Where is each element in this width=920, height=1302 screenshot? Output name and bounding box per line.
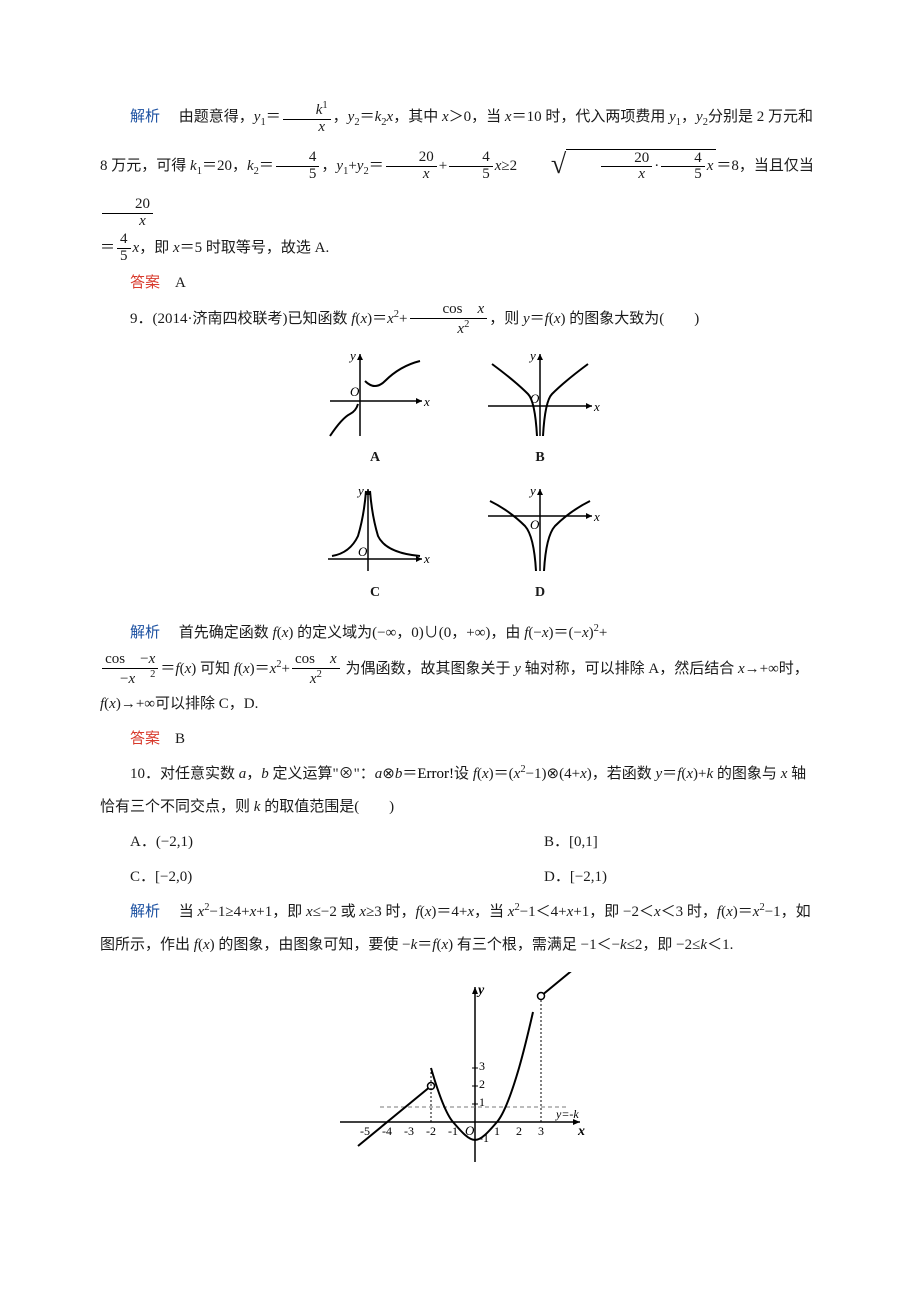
answer-label: 答案 [130,731,160,747]
svg-text:y=-k: y=-k [555,1107,579,1121]
q10-opt-B: B．[0,1] [544,826,820,859]
svg-text:-3: -3 [404,1124,414,1138]
svg-text:x: x [593,509,600,524]
svg-text:-2: -2 [426,1124,436,1138]
q9-answer: 答案 B [100,723,820,756]
q10-opt-A: A．(−2,1) [130,826,544,859]
svg-text:y: y [528,348,536,363]
svg-text:3: 3 [538,1124,544,1138]
analysis-label: 解析 [130,904,160,920]
svg-text:x: x [423,394,430,409]
q9-fig-B: x y O B [480,346,600,474]
q10-figure: y x O -5 -4 -3 -2 -1 1 2 3 1 2 3 -1 y=-k [100,972,820,1172]
q9-stem: 9．(2014·济南四校联考)已知函数 f(x)＝x2+cos xx2，则 y＝… [100,302,820,338]
svg-text:y: y [356,483,364,498]
svg-text:O: O [350,384,360,399]
q9-figures-row2: x y O C x y O D [100,481,820,609]
q9-analysis: 解析 首先确定函数 f(x) 的定义域为(−∞，0)∪(0，+∞)，由 f(−x… [100,617,820,650]
svg-text:2: 2 [479,1077,485,1091]
q10-opt-C: C．[−2,0) [130,861,544,894]
q10-opt-D: D．[−2,1) [544,861,820,894]
analysis-label: 解析 [130,625,160,641]
svg-text:2: 2 [516,1124,522,1138]
q10-opts-1: A．(−2,1) B．[0,1] [130,826,820,859]
svg-text:y: y [528,483,536,498]
svg-text:O: O [530,517,540,532]
svg-text:1: 1 [494,1124,500,1138]
q9-figures-row1: x y O A x y O B [100,346,820,474]
svg-text:O: O [358,544,368,559]
svg-text:y: y [348,348,356,363]
analysis-label: 解析 [130,109,160,125]
q9-fig-A: x y O A [320,346,430,474]
q8-analysis: 解析 由题意得，y1＝k1x，y2＝k2x，其中 x＞0，当 x＝10 时，代入… [100,100,820,230]
svg-text:x: x [423,551,430,566]
q10-stem: 10．对任意实数 a，b 定义运算"⊗"：a⊗b＝Error!设 f(x)＝(x… [100,758,820,824]
svg-text:x: x [577,1124,585,1139]
q10-analysis: 解析 当 x2−1≥4+x+1，即 x≤−2 或 x≥3 时，f(x)＝4+x，… [100,896,820,962]
q10-opts-2: C．[−2,0) D．[−2,1) [130,861,820,894]
svg-text:-5: -5 [360,1124,370,1138]
q8-answer: 答案 A [100,267,820,300]
q8-analysis-cont: ＝45x，即 x＝5 时取等号，故选 A. [100,232,820,265]
svg-text:x: x [593,399,600,414]
answer-label: 答案 [130,275,160,291]
q9-analysis-cont: cos −x −x 2＝f(x) 可知 f(x)＝x2+cos xx2 为偶函数… [100,652,820,721]
q9-fig-C: x y O C [320,481,430,609]
q9-fig-D: x y O D [480,481,600,609]
svg-text:y: y [476,983,485,998]
svg-text:3: 3 [479,1059,485,1073]
